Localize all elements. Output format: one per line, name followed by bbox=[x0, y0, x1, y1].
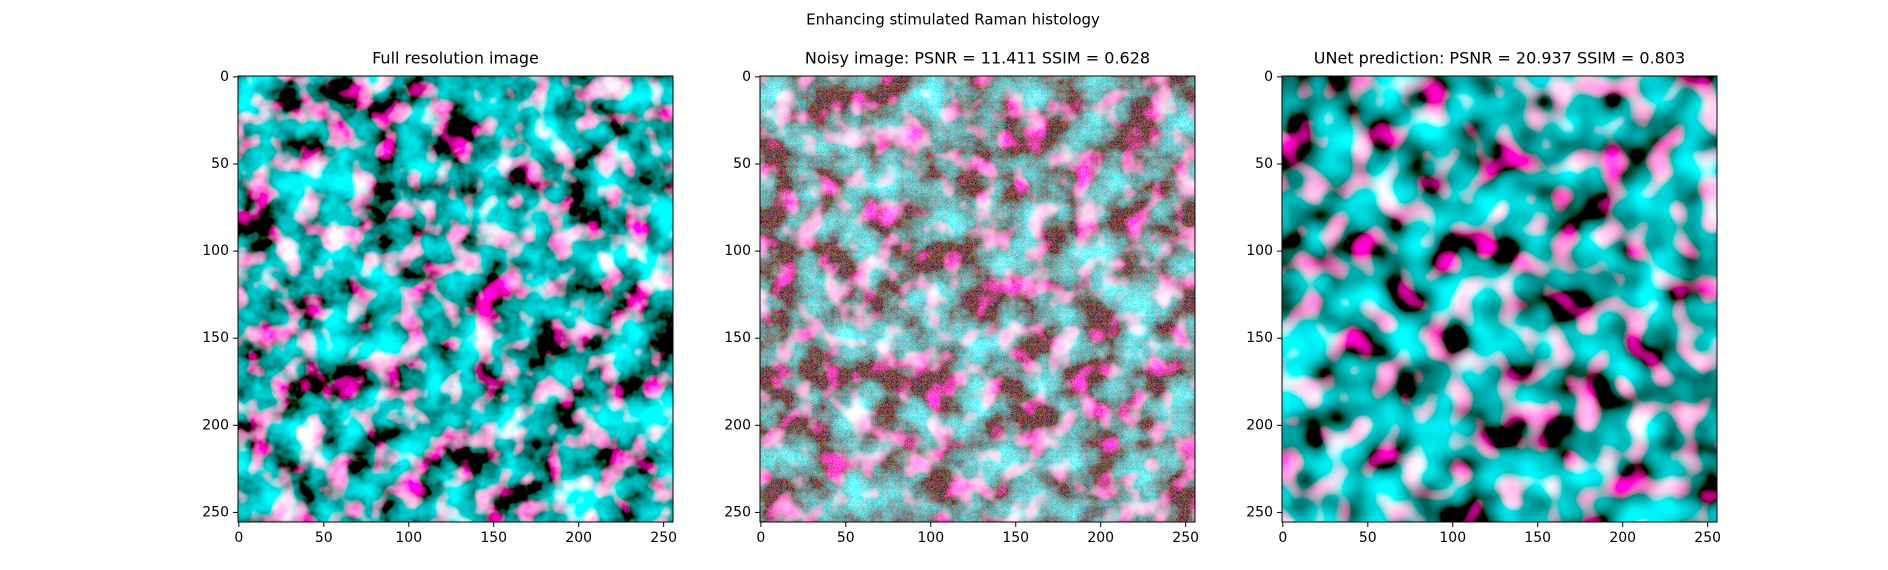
y-tick-label: 100 bbox=[724, 243, 751, 259]
y-tick-label: 0 bbox=[1264, 69, 1273, 85]
y-tick-label: 50 bbox=[211, 156, 229, 172]
x-tick-label: 200 bbox=[1609, 530, 1636, 546]
image bbox=[1282, 76, 1717, 522]
y-tick-label: 200 bbox=[724, 417, 751, 433]
y-tick-label: 0 bbox=[220, 69, 229, 85]
y-tick-label: 250 bbox=[724, 504, 751, 520]
y-tick-label: 150 bbox=[202, 330, 229, 346]
image bbox=[238, 76, 673, 522]
y-tick-label: 0 bbox=[742, 69, 751, 85]
x-tick-label: 100 bbox=[1439, 530, 1466, 546]
x-tick-label: 50 bbox=[315, 530, 333, 546]
y-tick-label: 100 bbox=[1246, 243, 1273, 259]
x-tick-label: 150 bbox=[1524, 530, 1551, 546]
y-tick-label: 50 bbox=[1255, 156, 1273, 172]
y-tick-label: 200 bbox=[202, 417, 229, 433]
axes-frame bbox=[759, 75, 1196, 523]
axes-frame bbox=[1281, 75, 1718, 523]
y-tick-label: 250 bbox=[1246, 504, 1273, 520]
x-tick-label: 150 bbox=[1002, 530, 1029, 546]
y-tick-label: 150 bbox=[724, 330, 751, 346]
x-tick-label: 250 bbox=[650, 530, 677, 546]
y-tick-label: 50 bbox=[733, 156, 751, 172]
x-tick-label: 0 bbox=[234, 530, 243, 546]
x-tick-label: 0 bbox=[756, 530, 765, 546]
x-tick-label: 150 bbox=[480, 530, 507, 546]
y-tick-label: 100 bbox=[202, 243, 229, 259]
subplot-title: UNet prediction: PSNR = 20.937 SSIM = 0.… bbox=[1314, 49, 1685, 68]
x-tick-label: 250 bbox=[1172, 530, 1199, 546]
x-tick-label: 100 bbox=[917, 530, 944, 546]
y-tick-label: 250 bbox=[202, 504, 229, 520]
subplot-title: Noisy image: PSNR = 11.411 SSIM = 0.628 bbox=[805, 49, 1150, 68]
x-tick-label: 100 bbox=[395, 530, 422, 546]
x-tick-label: 0 bbox=[1278, 530, 1287, 546]
x-tick-label: 50 bbox=[1359, 530, 1377, 546]
x-tick-label: 200 bbox=[1087, 530, 1114, 546]
image bbox=[760, 76, 1195, 522]
subplot-title: Full resolution image bbox=[372, 49, 539, 68]
x-tick-label: 250 bbox=[1694, 530, 1721, 546]
y-tick-label: 200 bbox=[1246, 417, 1273, 433]
axes-frame bbox=[237, 75, 674, 523]
y-tick-label: 150 bbox=[1246, 330, 1273, 346]
figure-title: Enhancing stimulated Raman histology bbox=[806, 11, 1100, 29]
x-tick-label: 50 bbox=[837, 530, 855, 546]
x-tick-label: 200 bbox=[565, 530, 592, 546]
